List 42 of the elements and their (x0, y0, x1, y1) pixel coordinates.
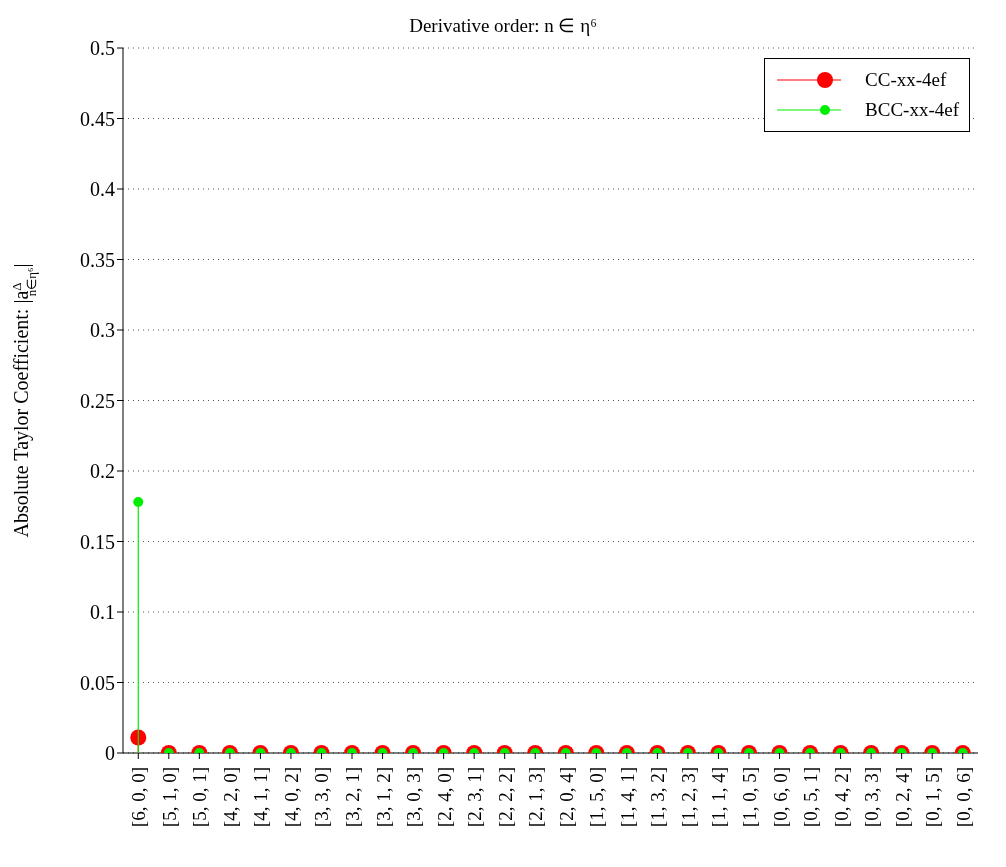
x-tick-label: [2, 3, 1] (464, 767, 486, 828)
x-tick-label: [1, 5, 0] (586, 767, 608, 828)
x-tick-label: [0, 6, 0] (769, 767, 791, 828)
x-tick-label: [3, 3, 0] (311, 767, 333, 828)
y-tick-label: 0.45 (80, 107, 115, 130)
chart-title: Derivative order: n ∈ η⁶ (408, 14, 598, 37)
x-tick-label: [0, 2, 4] (891, 767, 913, 828)
x-tick-label: [1, 2, 3] (677, 767, 699, 828)
x-tick-label: [6, 0, 0] (128, 767, 150, 828)
y-tick-label: 0 (105, 742, 115, 765)
legend-label: BCC-xx-4ef (865, 99, 959, 121)
x-tick-label: [5, 1, 0] (158, 767, 180, 828)
x-tick-label: [1, 4, 1] (616, 767, 638, 828)
y-tick-label: 0.4 (90, 178, 115, 201)
x-tick-label: [2, 0, 4] (555, 767, 577, 828)
x-tick-label: [0, 5, 1] (800, 767, 822, 828)
x-tick-label: [3, 1, 2] (372, 767, 394, 828)
x-tick-label: [3, 2, 1] (342, 767, 364, 828)
x-tick-label: [0, 0, 6] (952, 767, 974, 828)
x-tick-label: [0, 3, 3] (861, 767, 883, 828)
x-tick-label: [1, 1, 4] (708, 767, 730, 828)
x-tick-label: [4, 2, 0] (219, 767, 241, 828)
y-tick-label: 0.05 (80, 671, 115, 694)
y-tick-label: 0.5 (90, 37, 115, 60)
x-tick-label: [0, 4, 2] (830, 767, 852, 828)
y-tick-label: 0.2 (90, 460, 115, 483)
x-tick-label: [2, 1, 3] (525, 767, 547, 828)
y-tick-label: 0.15 (80, 530, 115, 553)
y-tick-label: 0.25 (80, 389, 115, 412)
x-tick-label: [2, 2, 2] (494, 767, 516, 828)
x-tick-label: [5, 0, 1] (189, 767, 211, 828)
legend-label: CC-xx-4ef (865, 69, 947, 91)
x-tick-label: [3, 0, 3] (403, 767, 425, 828)
x-tick-label: [1, 3, 2] (647, 767, 669, 828)
x-tick-label: [1, 0, 5] (738, 767, 760, 828)
y-tick-label: 0.35 (80, 248, 115, 271)
y-tick-label: 0.3 (90, 319, 115, 342)
x-tick-label: [0, 1, 5] (922, 767, 944, 828)
y-tick-label: 0.1 (90, 601, 115, 624)
x-tick-label: [4, 0, 2] (280, 767, 302, 828)
x-tick-label: [2, 4, 0] (433, 767, 455, 828)
x-tick-label: [4, 1, 1] (250, 767, 272, 828)
